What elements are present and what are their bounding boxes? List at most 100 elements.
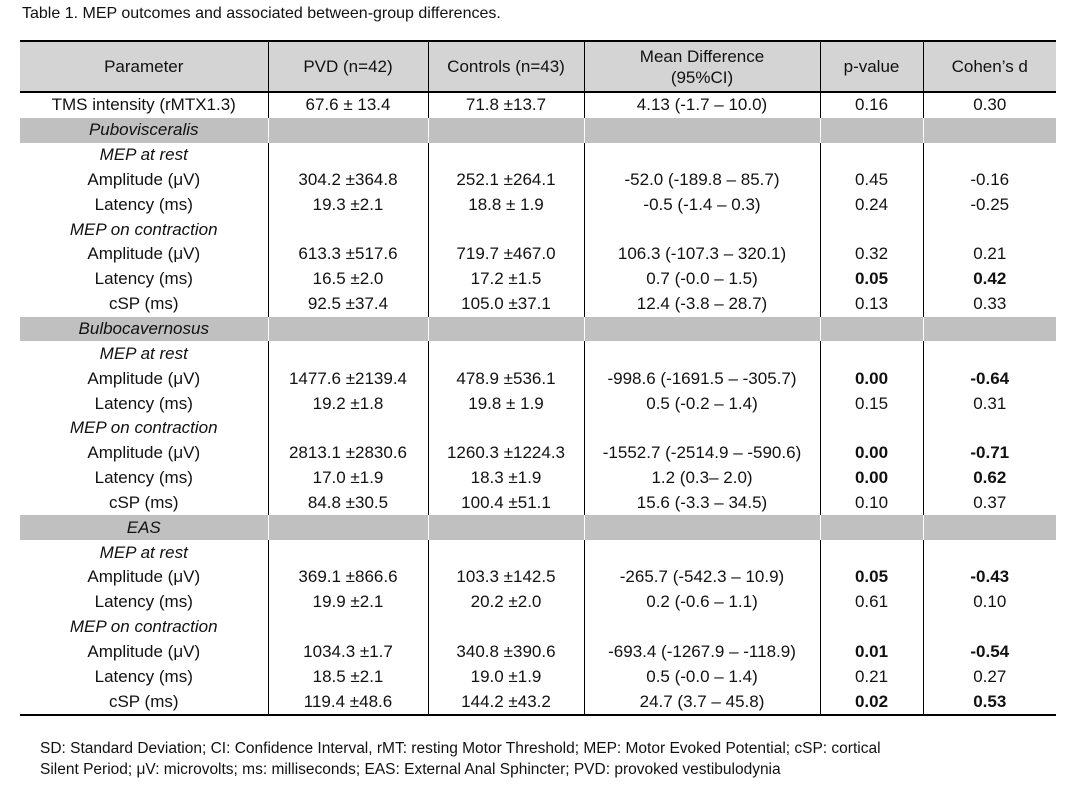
table-row: Amplitude (μV) 369.1 ±866.6 103.3 ±142.5 -2… — [20, 565, 1056, 590]
cell-mean-difference: 0.2 (-0.6 – 1.1) — [583, 589, 820, 615]
cell-pvd: 19.3 ±2.1 — [267, 192, 428, 218]
cell-parameter: Latency (ms) — [94, 592, 193, 612]
cell-pvd: 119.4 ±48.6 — [267, 689, 428, 717]
header-cohens-d: Cohen’s d — [922, 40, 1056, 93]
cell-cohens-d: 0.42 — [922, 266, 1056, 292]
cell-p-value: 0.00 — [819, 465, 923, 491]
cell-pvd: 67.6 ± 13.4 — [267, 92, 428, 118]
cell-p-value: 0.32 — [819, 242, 923, 267]
cell-parameter: EAS — [20, 515, 268, 541]
cell-cohens-d: -0.43 — [922, 565, 1056, 590]
cell-cohens-d — [922, 415, 1056, 441]
cell-controls — [427, 142, 584, 168]
cell-parameter: cSP (ms) — [108, 492, 179, 512]
cell-pvd — [267, 117, 428, 143]
header-pvd: PVD (n=42) — [267, 40, 428, 93]
cell-p-value: 0.21 — [819, 664, 923, 690]
table-row: Latency (ms) 17.0 ±1.9 18.3 ±1.9 1.2 (0.3– … — [20, 465, 1056, 491]
cell-mean-difference: 0.7 (-0.0 – 1.5) — [583, 266, 820, 292]
table-row: Amplitude (μV) 1477.6 ±2139.4 478.9 ±536.1… — [20, 366, 1056, 392]
cell-mean-difference — [583, 341, 820, 367]
cell-controls — [427, 316, 584, 342]
cell-parameter: Bulbocavernosus — [20, 316, 268, 342]
section-row: EAS — [20, 515, 1056, 541]
table-row: Amplitude (μV) 2813.1 ±2830.6 1260.3 ±1224… — [20, 440, 1056, 466]
cell-p-value — [819, 540, 923, 566]
cell-mean-difference: -998.6 (-1691.5 – -305.7) — [583, 366, 820, 392]
cell-cohens-d: 0.21 — [922, 242, 1056, 267]
cell-controls: 719.7 ±467.0 — [427, 242, 584, 267]
cell-controls: 100.4 ±51.1 — [427, 490, 584, 516]
cell-mean-difference — [583, 540, 820, 566]
cell-parameter: MEP on contraction — [69, 418, 218, 438]
cell-mean-difference — [583, 614, 820, 640]
cell-cohens-d — [922, 614, 1056, 640]
subsection-row: MEP at rest — [20, 540, 1056, 566]
table-row: Latency (ms) 16.5 ±2.0 17.2 ±1.5 0.7 (-0.0 … — [20, 266, 1056, 292]
cell-p-value — [819, 614, 923, 640]
cell-controls: 20.2 ±2.0 — [427, 589, 584, 615]
cell-controls — [427, 415, 584, 441]
table-caption: Table 1. MEP outcomes and associated bet… — [22, 5, 501, 22]
table-row: Latency (ms) 18.5 ±2.1 19.0 ±1.9 0.5 (-0.0 … — [20, 664, 1056, 690]
cell-mean-difference: 0.5 (-0.0 – 1.4) — [583, 664, 820, 690]
table-row: Latency (ms) 19.2 ±1.8 19.8 ± 1.9 0.5 (-0.2… — [20, 391, 1056, 416]
footnote-line-2: Silent Period; μV: microvolts; ms: milli… — [40, 761, 781, 778]
cell-controls — [427, 117, 584, 143]
cell-mean-difference: -52.0 (-189.8 – 85.7) — [583, 167, 820, 193]
cell-mean-difference — [583, 117, 820, 143]
cell-controls: 18.3 ±1.9 — [427, 465, 584, 491]
cell-pvd: 613.3 ±517.6 — [267, 242, 428, 267]
cell-cohens-d: 0.53 — [922, 689, 1056, 717]
cell-pvd: 19.9 ±2.1 — [267, 589, 428, 615]
cell-controls: 478.9 ±536.1 — [427, 366, 584, 392]
cell-cohens-d — [922, 117, 1056, 143]
cell-pvd: 369.1 ±866.6 — [267, 565, 428, 590]
cell-p-value: 0.05 — [819, 565, 923, 590]
cell-cohens-d: 0.30 — [922, 92, 1056, 118]
cell-mean-difference — [583, 316, 820, 342]
cell-p-value: 0.16 — [819, 92, 923, 118]
cell-mean-difference: -1552.7 (-2514.9 – -590.6) — [583, 440, 820, 466]
cell-p-value: 0.13 — [819, 291, 923, 317]
cell-mean-difference: 15.6 (-3.3 – 34.5) — [583, 490, 820, 516]
cell-cohens-d: 0.37 — [922, 490, 1056, 516]
header-mean-difference-label: Mean Difference (95%CI) — [639, 46, 765, 87]
cell-mean-difference: -265.7 (-542.3 – 10.9) — [583, 565, 820, 590]
cell-pvd — [267, 515, 428, 541]
cell-cohens-d: 0.31 — [922, 391, 1056, 416]
cell-p-value — [819, 415, 923, 441]
table-body: TMS intensity (rMTX1.3) 67.6 ± 13.4 71.8 ±… — [20, 92, 1056, 717]
cell-controls: 340.8 ±390.6 — [427, 639, 584, 665]
table-row: TMS intensity (rMTX1.3) 67.6 ± 13.4 71.8 ±… — [20, 92, 1056, 118]
cell-p-value — [819, 316, 923, 342]
cell-cohens-d — [922, 142, 1056, 168]
cell-p-value: 0.01 — [819, 639, 923, 665]
cell-parameter: Amplitude (μV) — [87, 169, 201, 189]
cell-p-value: 0.02 — [819, 689, 923, 717]
cell-p-value: 0.24 — [819, 192, 923, 218]
cell-p-value — [819, 515, 923, 541]
cell-parameter: Amplitude (μV) — [87, 443, 201, 463]
cell-parameter: cSP (ms) — [108, 294, 179, 314]
cell-p-value — [819, 142, 923, 168]
section-row: Bulbocavernosus — [20, 316, 1056, 342]
table-row: cSP (ms) 84.8 ±30.5 100.4 ±51.1 15.6 (-3.3 … — [20, 490, 1056, 516]
cell-cohens-d: -0.16 — [922, 167, 1056, 193]
cell-p-value: 0.05 — [819, 266, 923, 292]
table-row: Amplitude (μV) 1034.3 ±1.7 340.8 ±390.6 -69… — [20, 639, 1056, 665]
cell-pvd: 2813.1 ±2830.6 — [267, 440, 428, 466]
cell-parameter: MEP on contraction — [69, 219, 218, 239]
cell-controls — [427, 540, 584, 566]
footnote-line-1: SD: Standard Deviation; CI: Confidence I… — [40, 740, 881, 757]
cell-p-value — [819, 117, 923, 143]
cell-pvd — [267, 142, 428, 168]
mep-outcomes-table: Parameter PVD (n=42) Controls (n=43) Mea… — [20, 40, 1056, 717]
cell-cohens-d: -0.54 — [922, 639, 1056, 665]
table-row: cSP (ms) 119.4 ±48.6 144.2 ±43.2 24.7 (3.7 … — [20, 689, 1056, 717]
cell-pvd: 16.5 ±2.0 — [267, 266, 428, 292]
cell-mean-difference: 106.3 (-107.3 – 320.1) — [583, 242, 820, 267]
table-row: Latency (ms) 19.3 ±2.1 18.8 ± 1.9 -0.5 (-1.… — [20, 192, 1056, 218]
cell-cohens-d — [922, 341, 1056, 367]
cell-controls — [427, 217, 584, 243]
